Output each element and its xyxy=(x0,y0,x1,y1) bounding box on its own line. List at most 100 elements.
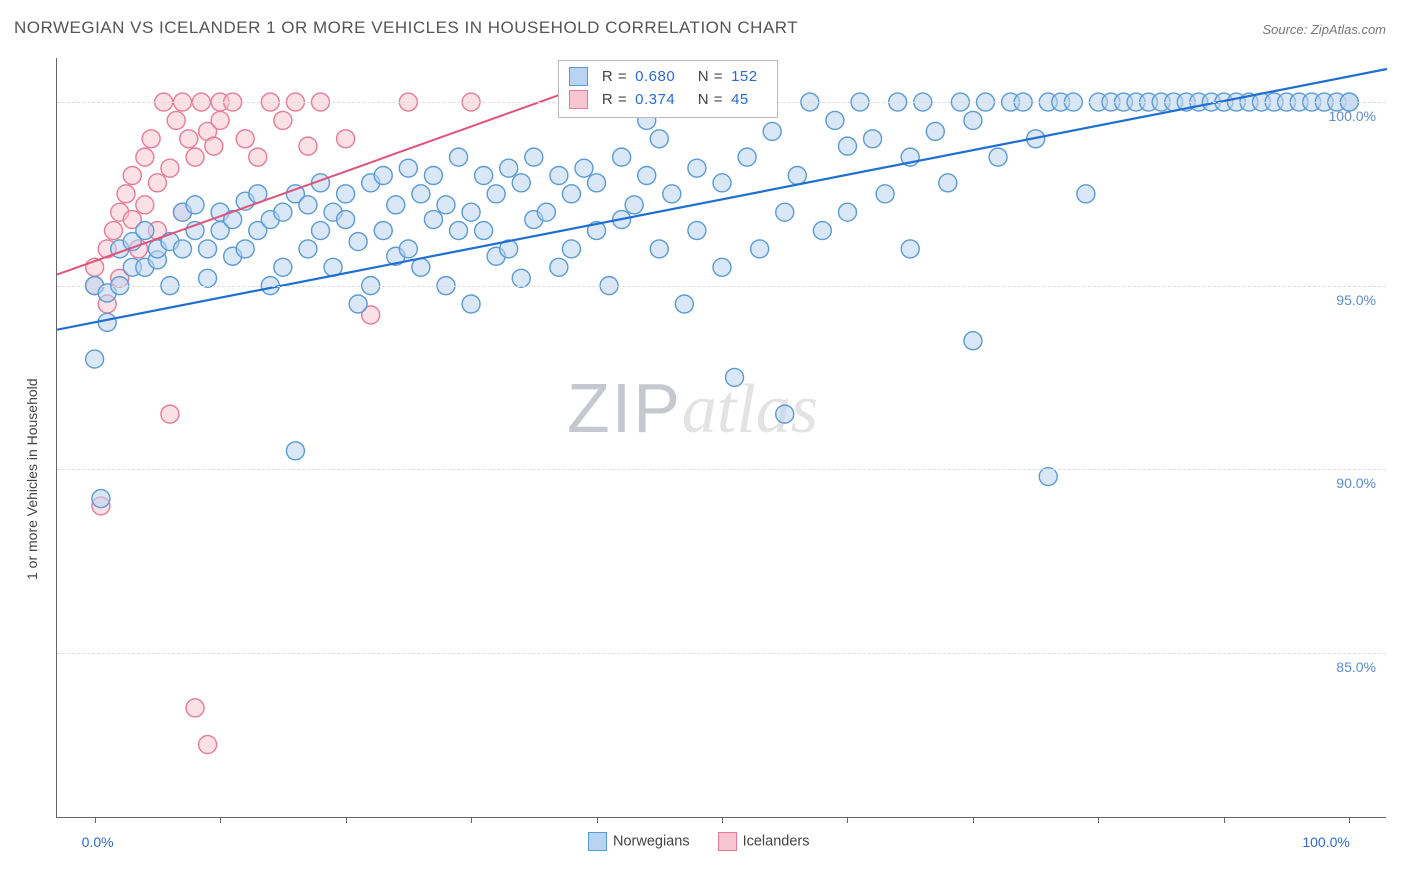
legend-r-value: 0.680 xyxy=(635,68,685,85)
norwegians-point xyxy=(826,111,844,129)
norwegians-point xyxy=(550,166,568,184)
bottom-legend-item-norwegians: Norwegians xyxy=(588,832,690,851)
x-tick xyxy=(722,817,723,823)
norwegians-point xyxy=(274,258,292,276)
norwegians-point xyxy=(136,222,154,240)
x-tick xyxy=(1224,817,1225,823)
icelanders-point xyxy=(161,159,179,177)
icelanders-point xyxy=(142,130,160,148)
norwegians-point xyxy=(688,159,706,177)
norwegians-point xyxy=(864,130,882,148)
norwegians-point xyxy=(337,211,355,229)
legend-r-label: R = xyxy=(602,68,627,85)
norwegians-point xyxy=(625,196,643,214)
norwegians-point xyxy=(475,222,493,240)
bottom-legend-label: Icelanders xyxy=(743,833,810,849)
icelanders-point xyxy=(167,111,185,129)
icelanders-point xyxy=(199,736,217,754)
norwegians-point xyxy=(86,350,104,368)
norwegians-point xyxy=(751,240,769,258)
norwegians-point xyxy=(838,203,856,221)
norwegians-point xyxy=(500,159,518,177)
norwegians-point xyxy=(713,258,731,276)
icelanders-point xyxy=(274,111,292,129)
norwegians-point xyxy=(776,203,794,221)
y-tick-label: 90.0% xyxy=(1336,475,1376,491)
norwegians-point xyxy=(274,203,292,221)
norwegians-point xyxy=(98,313,116,331)
legend-n-label: N = xyxy=(693,68,723,85)
x-tick xyxy=(95,817,96,823)
norwegians-point xyxy=(199,269,217,287)
norwegians-point xyxy=(876,185,894,203)
norwegians-point xyxy=(311,222,329,240)
bottom-legend-item-icelanders: Icelanders xyxy=(718,832,810,851)
norwegians-point xyxy=(738,148,756,166)
icelanders-point xyxy=(211,111,229,129)
norwegians-point xyxy=(763,122,781,140)
norwegians-point xyxy=(462,295,480,313)
norwegians-point xyxy=(299,240,317,258)
norwegians-point xyxy=(663,185,681,203)
norwegians-point xyxy=(424,166,442,184)
legend-n-label: N = xyxy=(693,91,723,108)
norwegians-point xyxy=(412,185,430,203)
x-tick xyxy=(847,817,848,823)
plot-area: ZIPatlas 85.0%90.0%95.0%100.0% xyxy=(56,58,1386,818)
norwegians-point xyxy=(299,196,317,214)
norwegians-point xyxy=(437,196,455,214)
x-axis-min-label: 0.0% xyxy=(82,834,114,850)
norwegians-point xyxy=(349,295,367,313)
plot-svg xyxy=(57,58,1387,818)
y-tick-label: 85.0% xyxy=(1336,659,1376,675)
icelanders-point xyxy=(136,148,154,166)
norwegians-point xyxy=(424,211,442,229)
norwegians-point xyxy=(550,258,568,276)
x-tick xyxy=(973,817,974,823)
norwegians-point xyxy=(450,148,468,166)
icelanders-point xyxy=(186,699,204,717)
norwegians-point xyxy=(713,174,731,192)
icelanders-point xyxy=(104,222,122,240)
icelanders-point xyxy=(161,405,179,423)
legend-swatch xyxy=(718,832,737,851)
norwegians-point xyxy=(186,196,204,214)
norwegians-point xyxy=(1039,468,1057,486)
norwegians-point xyxy=(349,233,367,251)
icelanders-point xyxy=(123,166,141,184)
icelanders-point xyxy=(236,130,254,148)
norwegians-point xyxy=(374,166,392,184)
norwegians-point xyxy=(387,196,405,214)
norwegians-point xyxy=(588,174,606,192)
icelanders-point xyxy=(117,185,135,203)
norwegians-point xyxy=(412,258,430,276)
norwegians-point xyxy=(337,185,355,203)
chart-container: NORWEGIAN VS ICELANDER 1 OR MORE VEHICLE… xyxy=(0,0,1406,892)
norwegians-point xyxy=(374,222,392,240)
x-tick xyxy=(1349,817,1350,823)
norwegians-point xyxy=(675,295,693,313)
legend-n-value: 152 xyxy=(731,68,767,85)
norwegians-point xyxy=(512,174,530,192)
norwegians-point xyxy=(487,185,505,203)
chart-title: NORWEGIAN VS ICELANDER 1 OR MORE VEHICLE… xyxy=(14,18,798,38)
icelanders-point xyxy=(205,137,223,155)
legend-n-value: 45 xyxy=(731,91,767,108)
icelanders-point xyxy=(186,148,204,166)
norwegians-point xyxy=(650,240,668,258)
x-tick xyxy=(471,817,472,823)
correlation-legend: R = 0.680 N = 152R = 0.374 N = 45 xyxy=(558,60,778,118)
gridline xyxy=(57,469,1386,470)
norwegians-point xyxy=(726,368,744,386)
norwegians-point xyxy=(776,405,794,423)
norwegians-point xyxy=(512,269,530,287)
norwegians-point xyxy=(788,166,806,184)
norwegians-point xyxy=(92,490,110,508)
norwegians-point xyxy=(562,185,580,203)
norwegians-point xyxy=(236,240,254,258)
norwegians-point xyxy=(939,174,957,192)
norwegians-point xyxy=(989,148,1007,166)
icelanders-point xyxy=(299,137,317,155)
series-legend: Norwegians Icelanders xyxy=(588,832,809,851)
norwegians-point xyxy=(462,203,480,221)
